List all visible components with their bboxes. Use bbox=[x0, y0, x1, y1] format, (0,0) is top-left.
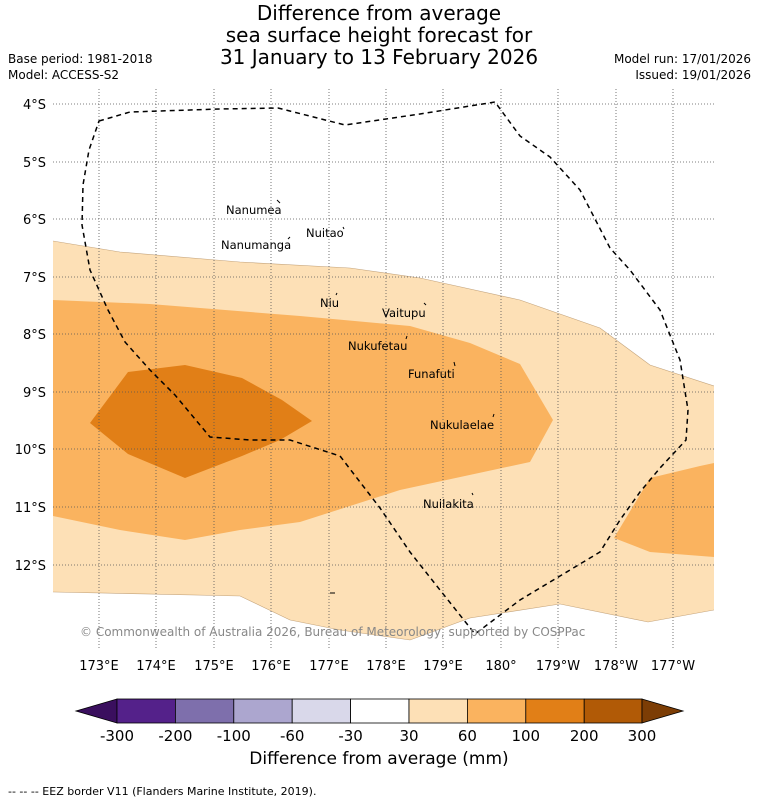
colorbar-tick: 30 bbox=[399, 727, 418, 745]
lat-label: 6°S bbox=[23, 213, 46, 228]
lat-label: 10°S bbox=[15, 443, 46, 458]
lon-label: 177°E bbox=[309, 659, 349, 674]
colorbar-bin bbox=[583, 698, 643, 724]
lon-label: 177°W bbox=[651, 659, 695, 674]
lon-label: 174°E bbox=[136, 659, 176, 674]
colorbar bbox=[74, 698, 685, 724]
contour-100-200 bbox=[90, 365, 312, 478]
lat-label: 4°S bbox=[23, 98, 46, 113]
colorbar-tick: -60 bbox=[280, 727, 305, 745]
eez-border bbox=[81, 101, 689, 636]
issued-date: Issued: 19/01/2026 bbox=[635, 68, 751, 82]
colorbar-bin bbox=[291, 698, 352, 724]
lon-label: 179°W bbox=[536, 659, 580, 674]
island-label-vaitupu: Vaitupu bbox=[382, 306, 426, 320]
contour-60-100-east bbox=[614, 463, 714, 557]
island-label-funafuti: Funafuti bbox=[408, 367, 455, 381]
lat-label: 5°S bbox=[23, 156, 46, 171]
map-title-line-1: Difference from average bbox=[256, 1, 502, 25]
colorbar-tick: 200 bbox=[570, 727, 599, 745]
colorbar-tick: -100 bbox=[217, 727, 251, 745]
colorbar-title: Difference from average (mm) bbox=[249, 749, 509, 769]
gridlines bbox=[53, 89, 714, 650]
copyright-notice: © Commonwealth of Australia 2026, Bureau… bbox=[80, 625, 585, 639]
lat-label: 12°S bbox=[15, 559, 46, 574]
lon-label: 179°E bbox=[423, 659, 463, 674]
lon-label: 175°E bbox=[194, 659, 234, 674]
contour-lines bbox=[53, 240, 714, 641]
lat-label: 8°S bbox=[23, 328, 46, 343]
lon-label: 173°E bbox=[79, 659, 119, 674]
colorbar-tick: -30 bbox=[338, 727, 363, 745]
island-markers bbox=[276, 199, 495, 594]
colorbar-extend-low bbox=[74, 698, 118, 724]
map-title-line-3: 31 January to 13 February 2026 bbox=[219, 45, 539, 69]
model-run: Model run: 17/01/2026 bbox=[613, 52, 751, 66]
lon-label: 178°E bbox=[366, 659, 406, 674]
colorbar-bin bbox=[466, 698, 527, 724]
lon-label: 180° bbox=[485, 659, 516, 674]
colorbar-tick: 300 bbox=[628, 727, 657, 745]
island-label-nuitao: Nuitao bbox=[306, 226, 344, 240]
colorbar-tick: -200 bbox=[158, 727, 192, 745]
lat-label: 9°S bbox=[23, 386, 46, 401]
colorbar-bin bbox=[116, 698, 176, 724]
colorbar-bin bbox=[525, 698, 585, 724]
lat-label: 7°S bbox=[23, 271, 46, 286]
colorbar-tick: -300 bbox=[100, 727, 134, 745]
colorbar-bin bbox=[233, 698, 293, 724]
eez-legend: -- -- -- EEZ border V11 (Flanders Marine… bbox=[8, 785, 317, 798]
island-label-nukulaelae: Nukulaelae bbox=[430, 418, 494, 432]
base-period: Base period: 1981-2018 bbox=[8, 52, 153, 66]
colorbar-tick: 60 bbox=[458, 727, 477, 745]
lon-label: 178°W bbox=[594, 659, 638, 674]
island-label-nuilakita: Nuilakita bbox=[423, 497, 474, 511]
colorbar-extend-high bbox=[641, 698, 685, 724]
lon-label: 176°E bbox=[251, 659, 291, 674]
colorbar-bin bbox=[174, 698, 235, 724]
colorbar-bin bbox=[408, 698, 468, 724]
island-labels: Nanumea Nuitao Nanumanga Niu Vaitupu Nuk… bbox=[221, 203, 494, 511]
anomaly-contours bbox=[53, 241, 714, 640]
island-label-nukufetau: Nukufetau bbox=[348, 339, 407, 353]
colorbar-ticks: -300 -200 -100 -60 -30 30 60 100 200 300 bbox=[100, 727, 656, 745]
lat-label: 11°S bbox=[15, 501, 46, 516]
island-label-nanumanga: Nanumanga bbox=[221, 238, 291, 252]
map-title-line-2: sea surface height forecast for bbox=[225, 23, 533, 47]
colorbar-bin bbox=[350, 698, 410, 724]
colorbar-tick: 100 bbox=[511, 727, 540, 745]
longitude-axis: 173°E 174°E 175°E 176°E 177°E 178°E 179°… bbox=[79, 659, 695, 674]
island-label-nanumea: Nanumea bbox=[226, 203, 282, 217]
model-name: Model: ACCESS-S2 bbox=[8, 68, 120, 82]
latitude-axis: 4°S 5°S 6°S 7°S 8°S 9°S 10°S 11°S 12°S bbox=[15, 98, 46, 574]
island-label-niu: Niu bbox=[320, 296, 339, 310]
